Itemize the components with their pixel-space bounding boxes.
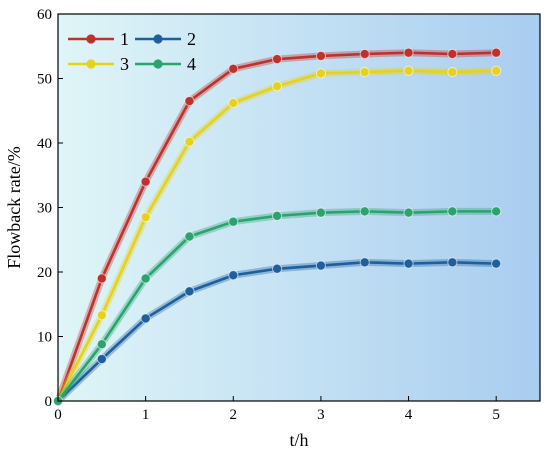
legend-label-2: 2 <box>187 29 196 49</box>
series-1-point <box>315 50 327 62</box>
series-1-point <box>140 176 151 187</box>
series-4-point <box>228 216 239 227</box>
legend-marker-4 <box>153 59 163 69</box>
series-1-point <box>96 273 107 284</box>
x-tick-label: 1 <box>142 407 150 423</box>
legend-label-3: 3 <box>120 54 129 74</box>
series-1-point <box>403 47 414 58</box>
series-3-point <box>315 68 327 79</box>
series-2-point <box>96 353 107 365</box>
series-2-point <box>315 260 327 271</box>
series-4-point <box>96 339 107 350</box>
y-tick-label: 30 <box>37 201 52 217</box>
series-1-point <box>447 48 458 60</box>
series-4-point <box>403 207 414 218</box>
legend-label-4: 4 <box>187 54 196 74</box>
plot-layer <box>52 47 502 407</box>
series-1-point <box>184 95 195 107</box>
y-tick-label: 40 <box>37 136 52 152</box>
series-4-point <box>315 207 327 218</box>
series-4-point <box>359 206 370 217</box>
y-tick-label: 10 <box>37 330 52 346</box>
series-2-point <box>403 258 414 269</box>
series-4-point <box>491 206 502 217</box>
legend-label-1: 1 <box>120 29 129 49</box>
series-4-point <box>271 210 283 221</box>
series-2-point <box>271 263 283 274</box>
series-1-point <box>228 63 239 74</box>
series-3-point <box>447 66 458 78</box>
x-tick-label: 3 <box>317 407 325 423</box>
series-3-point <box>228 97 239 109</box>
y-tick-label: 20 <box>37 265 52 281</box>
series-2-point <box>491 258 502 269</box>
y-axis-title: Flowback rate/% <box>4 146 24 268</box>
series-2-point <box>140 313 151 324</box>
series-3-point <box>271 81 283 92</box>
y-tick-label: 0 <box>45 394 53 410</box>
series-2-point <box>184 286 195 297</box>
legend-marker-1 <box>86 34 96 44</box>
y-tick-label: 50 <box>37 72 52 88</box>
series-3-point <box>359 66 370 78</box>
series-2-point <box>359 257 370 268</box>
x-tick-label: 2 <box>230 407 238 423</box>
series-4-point <box>447 206 458 217</box>
legend-marker-3 <box>86 59 96 69</box>
series-2-point <box>228 270 239 281</box>
series-1-point <box>359 48 370 60</box>
x-tick-label: 0 <box>54 407 62 423</box>
series-4-point <box>140 273 151 284</box>
x-axis-title: t/h <box>289 430 308 450</box>
x-tick-label: 5 <box>492 407 500 423</box>
series-3-point <box>96 310 107 321</box>
x-tick-label: 4 <box>405 407 413 423</box>
series-1-point <box>491 47 502 58</box>
series-2-point <box>447 257 458 268</box>
series-3-point <box>403 65 414 76</box>
series-3-point <box>491 65 502 76</box>
legend-marker-2 <box>153 34 163 44</box>
series-3-point <box>140 212 151 223</box>
series-4-point <box>184 231 195 242</box>
legend: 1 2 3 4 <box>68 29 196 74</box>
y-tick-label: 60 <box>37 7 52 23</box>
series-3-point <box>184 136 195 147</box>
series-1-point <box>271 54 283 65</box>
